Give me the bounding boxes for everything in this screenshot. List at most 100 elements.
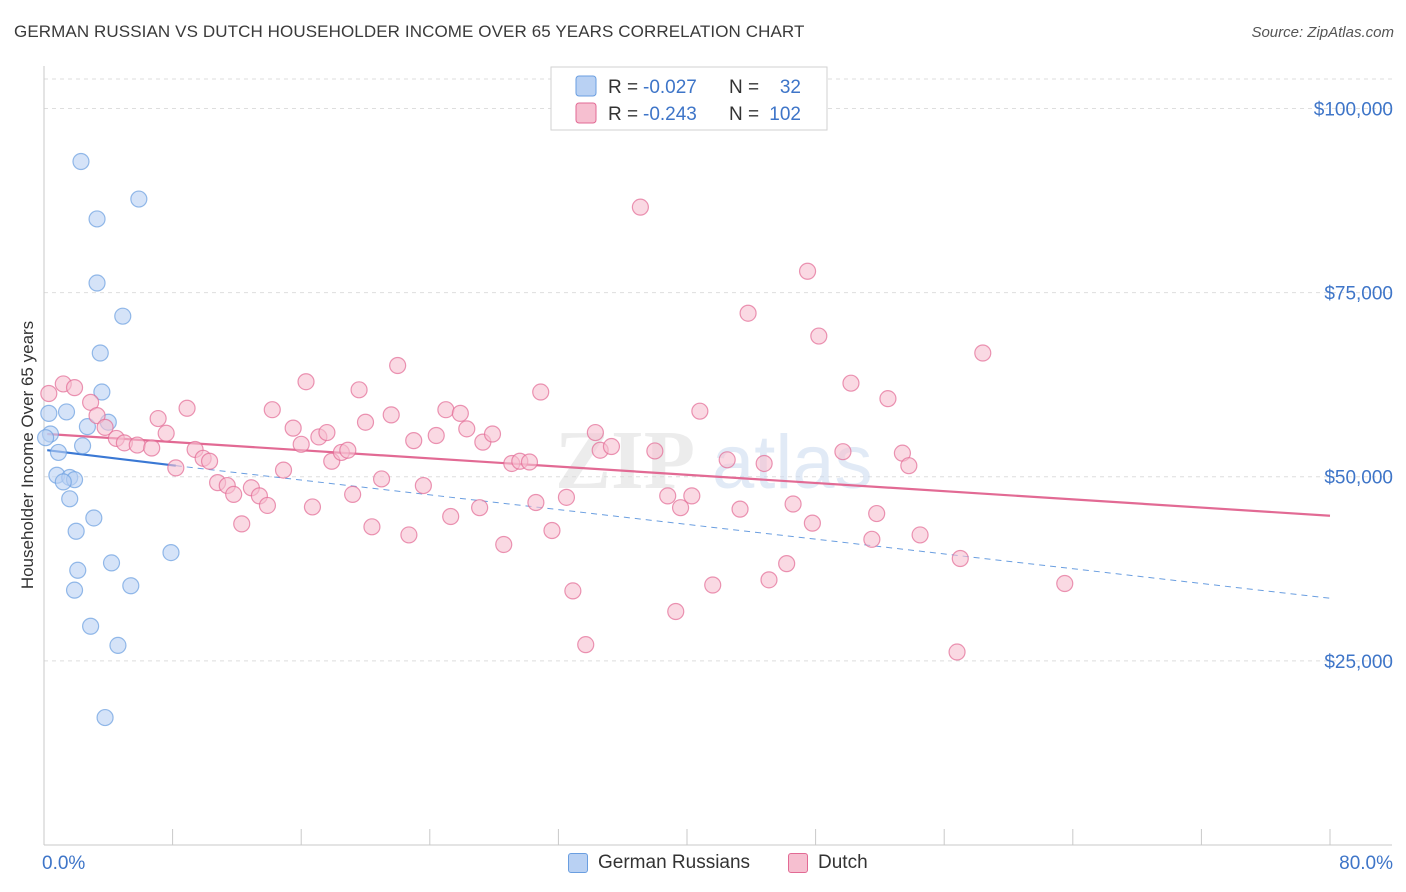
- dutch-point[interactable]: [128, 436, 146, 454]
- dutch-point[interactable]: [442, 507, 460, 526]
- german-russians-point[interactable]: [130, 190, 148, 208]
- german-russians-point[interactable]: [78, 418, 97, 436]
- dutch-point[interactable]: [683, 487, 701, 505]
- dutch-point[interactable]: [863, 530, 881, 548]
- german-russians-point[interactable]: [91, 344, 109, 362]
- dutch-point[interactable]: [437, 401, 455, 419]
- dutch-point[interactable]: [810, 327, 828, 345]
- german-russians-point[interactable]: [65, 581, 84, 599]
- dutch-point[interactable]: [803, 514, 821, 532]
- dutch-point[interactable]: [557, 488, 576, 506]
- dutch-point[interactable]: [718, 451, 736, 469]
- dutch-point[interactable]: [65, 379, 84, 397]
- dutch-point[interactable]: [798, 262, 817, 280]
- dutch-point[interactable]: [671, 499, 690, 517]
- german-russians-point[interactable]: [40, 404, 58, 422]
- dutch-point[interactable]: [284, 419, 302, 437]
- legend-item-dutch[interactable]: Dutch: [788, 852, 868, 874]
- dutch-point[interactable]: [1056, 574, 1074, 593]
- dutch-point[interactable]: [292, 435, 310, 453]
- dutch-point[interactable]: [414, 476, 432, 495]
- dutch-point[interactable]: [263, 401, 281, 419]
- dutch-point[interactable]: [564, 582, 582, 600]
- german-russians-point[interactable]: [57, 403, 76, 421]
- dutch-point[interactable]: [344, 485, 362, 504]
- dutch-point[interactable]: [520, 453, 539, 471]
- dutch-point[interactable]: [778, 555, 796, 573]
- german-russians-point[interactable]: [93, 383, 111, 401]
- dutch-point[interactable]: [543, 521, 561, 540]
- dutch-point[interactable]: [471, 499, 489, 517]
- german-russians-point[interactable]: [102, 554, 121, 572]
- dutch-point[interactable]: [602, 437, 621, 456]
- german-russians-point[interactable]: [61, 490, 79, 508]
- german-russians-point[interactable]: [69, 561, 87, 579]
- dutch-point[interactable]: [143, 439, 161, 457]
- dutch-point[interactable]: [400, 526, 418, 544]
- dutch-point[interactable]: [200, 452, 219, 470]
- dutch-point[interactable]: [659, 487, 677, 505]
- german-russians-point[interactable]: [72, 152, 90, 171]
- dutch-point[interactable]: [951, 549, 969, 568]
- dutch-point[interactable]: [691, 402, 709, 420]
- dutch-point[interactable]: [167, 459, 185, 477]
- german-russians-point[interactable]: [122, 577, 140, 595]
- dutch-point[interactable]: [900, 457, 918, 475]
- german-russians-point[interactable]: [67, 522, 85, 540]
- german-russians-point[interactable]: [82, 617, 100, 635]
- dutch-point[interactable]: [372, 470, 391, 488]
- dutch-point[interactable]: [363, 518, 381, 536]
- german-russians-point[interactable]: [114, 307, 132, 325]
- dutch-point[interactable]: [631, 198, 649, 216]
- dutch-point[interactable]: [948, 643, 966, 661]
- dutch-point[interactable]: [911, 526, 929, 544]
- german-russians-point[interactable]: [88, 274, 106, 292]
- dutch-point[interactable]: [458, 420, 476, 438]
- dutch-point[interactable]: [667, 602, 685, 621]
- dutch-point[interactable]: [731, 500, 749, 518]
- dutch-point[interactable]: [350, 381, 368, 399]
- dutch-point[interactable]: [356, 413, 375, 431]
- dutch-point[interactable]: [577, 636, 595, 654]
- german-russians-point[interactable]: [54, 473, 72, 491]
- dutch-point[interactable]: [96, 418, 114, 436]
- dutch-point[interactable]: [382, 406, 400, 424]
- dutch-point[interactable]: [427, 426, 445, 445]
- dutch-point[interactable]: [483, 425, 502, 443]
- dutch-point[interactable]: [974, 344, 992, 362]
- dutch-point[interactable]: [451, 404, 469, 422]
- dutch-point[interactable]: [225, 485, 243, 504]
- dutch-point[interactable]: [842, 374, 860, 392]
- dutch-point[interactable]: [704, 576, 722, 594]
- german-russians-point[interactable]: [109, 636, 127, 654]
- dutch-point[interactable]: [303, 498, 322, 516]
- dutch-point[interactable]: [586, 423, 604, 442]
- dutch-point[interactable]: [495, 535, 513, 554]
- dutch-point[interactable]: [389, 356, 407, 375]
- dutch-point[interactable]: [405, 432, 423, 450]
- dutch-point[interactable]: [233, 515, 251, 533]
- dutch-point[interactable]: [760, 571, 778, 589]
- dutch-point[interactable]: [178, 399, 196, 417]
- dutch-point[interactable]: [532, 383, 550, 401]
- german-russians-point[interactable]: [96, 708, 114, 727]
- german-russians-point[interactable]: [85, 509, 103, 527]
- dutch-point[interactable]: [157, 424, 175, 442]
- dutch-point[interactable]: [739, 304, 757, 322]
- german-russians-point[interactable]: [37, 429, 55, 447]
- dutch-point[interactable]: [868, 504, 886, 523]
- dutch-point[interactable]: [834, 443, 852, 461]
- dutch-point[interactable]: [40, 384, 58, 403]
- dutch-point[interactable]: [88, 406, 106, 425]
- dutch-point[interactable]: [297, 373, 315, 391]
- dutch-point[interactable]: [339, 441, 357, 459]
- dutch-point[interactable]: [879, 390, 897, 408]
- dutch-point[interactable]: [274, 461, 293, 479]
- german-russians-point[interactable]: [73, 437, 92, 455]
- dutch-point[interactable]: [258, 496, 277, 515]
- legend-item-german-russians[interactable]: German Russians: [568, 852, 750, 874]
- dutch-point[interactable]: [527, 493, 545, 512]
- dutch-point[interactable]: [646, 442, 664, 460]
- german-russians-point[interactable]: [162, 543, 180, 562]
- german-russians-point[interactable]: [49, 443, 68, 462]
